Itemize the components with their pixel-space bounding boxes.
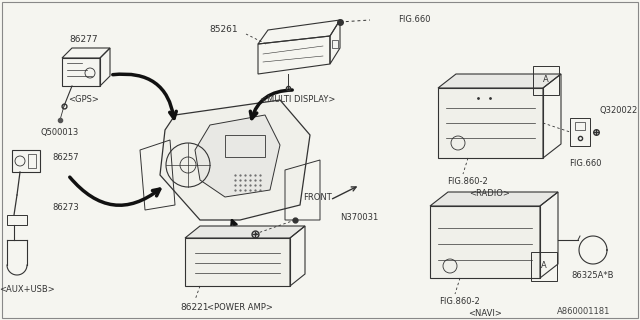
Polygon shape <box>438 88 543 158</box>
FancyArrowPatch shape <box>250 90 292 119</box>
Bar <box>575 122 585 130</box>
Bar <box>332 40 338 48</box>
Text: A: A <box>543 76 549 84</box>
Polygon shape <box>430 192 558 206</box>
Text: 86273: 86273 <box>52 204 79 212</box>
Polygon shape <box>430 206 540 278</box>
FancyArrowPatch shape <box>70 177 160 205</box>
Bar <box>28 154 36 168</box>
Text: <RADIO>: <RADIO> <box>470 189 511 198</box>
Text: 86257: 86257 <box>52 154 79 163</box>
Text: N370031: N370031 <box>340 213 378 222</box>
Bar <box>7 215 27 225</box>
Text: <NAVI>: <NAVI> <box>468 309 502 318</box>
Text: <GPS>: <GPS> <box>68 95 99 105</box>
Bar <box>12 150 40 172</box>
Text: 85261: 85261 <box>209 26 238 35</box>
Bar <box>225 135 265 157</box>
FancyArrowPatch shape <box>231 220 257 249</box>
Text: FIG.660: FIG.660 <box>569 159 601 169</box>
Text: 86325A*B: 86325A*B <box>572 271 614 281</box>
Text: Q500013: Q500013 <box>41 129 79 138</box>
Text: <MULTI DISPLAY>: <MULTI DISPLAY> <box>260 95 336 105</box>
Text: <POWER AMP>: <POWER AMP> <box>207 303 273 313</box>
Text: FIG.860-2: FIG.860-2 <box>440 298 481 307</box>
Polygon shape <box>195 115 280 197</box>
Text: A: A <box>541 261 547 270</box>
Text: FRONT: FRONT <box>303 193 332 202</box>
FancyArrowPatch shape <box>113 74 176 118</box>
Polygon shape <box>438 74 561 88</box>
Text: A860001181: A860001181 <box>557 308 610 316</box>
Text: Q320022: Q320022 <box>600 106 638 115</box>
Text: <AUX+USB>: <AUX+USB> <box>0 285 55 294</box>
Polygon shape <box>185 226 305 238</box>
Text: 86277: 86277 <box>70 36 99 44</box>
Text: 86221: 86221 <box>180 303 209 313</box>
Polygon shape <box>160 100 310 220</box>
Bar <box>570 118 590 146</box>
Polygon shape <box>185 238 290 286</box>
Text: FIG.660: FIG.660 <box>398 15 431 25</box>
Text: FIG.860-2: FIG.860-2 <box>447 178 488 187</box>
